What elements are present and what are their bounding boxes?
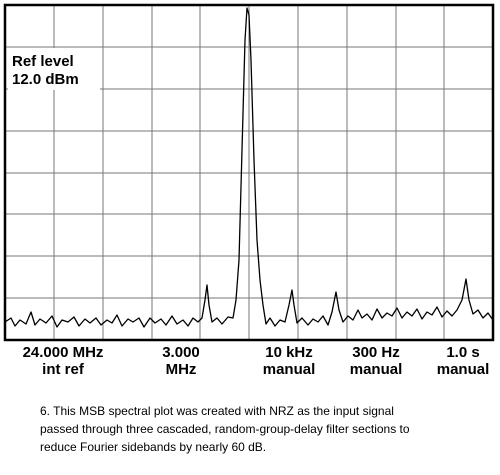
setting-label: 10 kHz <box>265 344 313 361</box>
spectrum-trace <box>4 7 494 328</box>
caption-line: passed through three cascaded, random-gr… <box>40 422 410 436</box>
ref-level-box <box>8 48 100 90</box>
setting-label: int ref <box>42 361 85 378</box>
setting-label: manual <box>437 361 490 378</box>
setting-label: manual <box>350 361 403 378</box>
setting-label: manual <box>263 361 316 378</box>
setting-label: 300 Hz <box>352 344 400 361</box>
ref-level-value: 12.0 dBm <box>12 71 79 88</box>
caption-line: reduce Fourier sidebands by nearly 60 dB… <box>40 440 266 454</box>
screen-border <box>3 3 495 342</box>
ref-level-label: Ref level <box>12 53 74 70</box>
setting-label: 24.000 MHz <box>23 344 104 361</box>
setting-label: 1.0 s <box>446 344 479 361</box>
setting-label: 3.000 <box>162 344 200 361</box>
caption-line: 6. This MSB spectral plot was created wi… <box>40 404 394 418</box>
setting-label: MHz <box>166 361 197 378</box>
